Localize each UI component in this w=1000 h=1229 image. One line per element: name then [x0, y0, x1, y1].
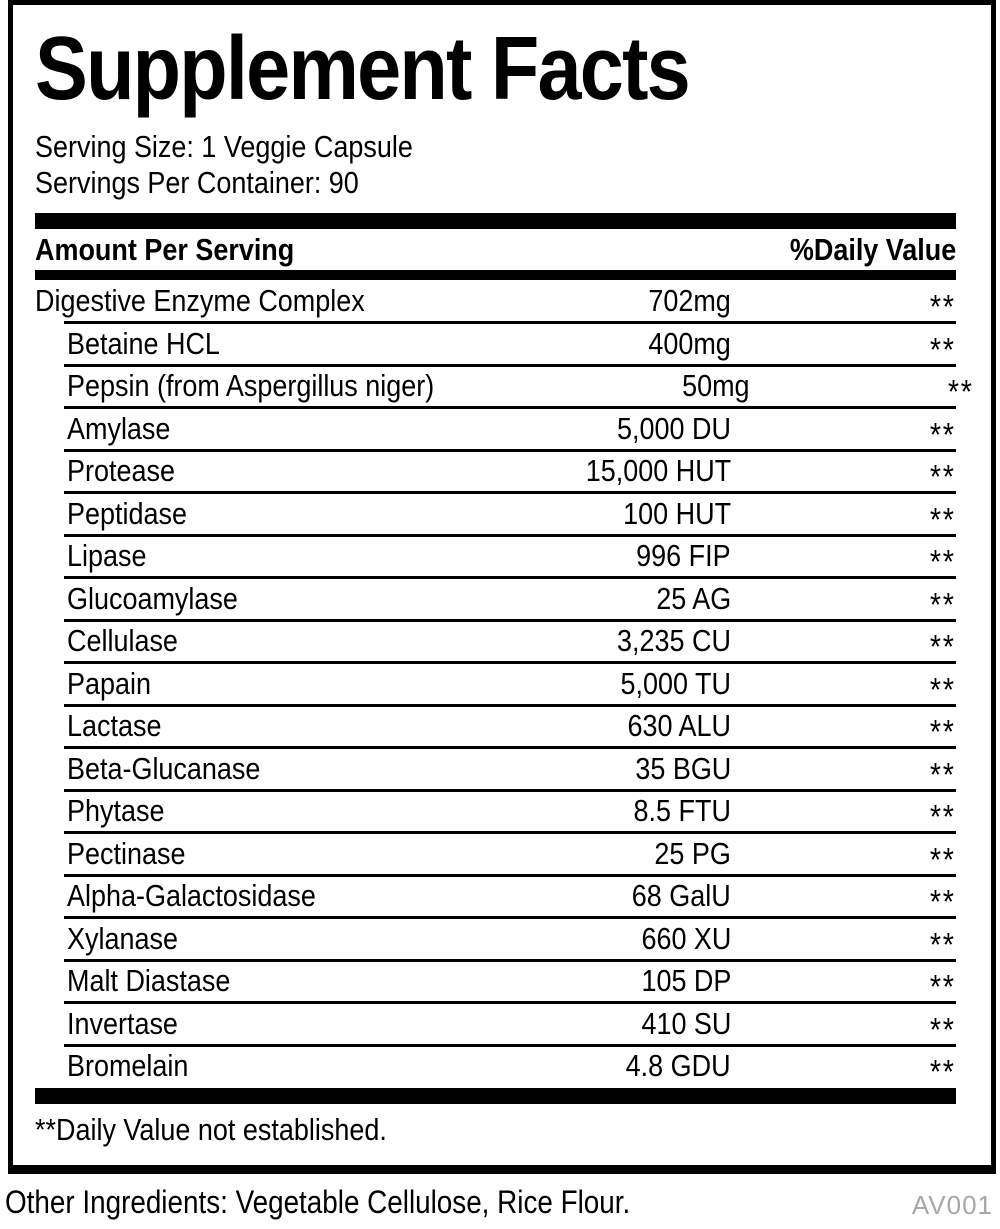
table-row: Peptidase 100 HUT ** — [35, 493, 956, 538]
servings-per-container-line: Servings Per Container: 90 — [35, 165, 359, 201]
ingredient-amount: 4.8 GDU — [626, 1048, 731, 1084]
ingredient-amount: 660 XU — [641, 920, 731, 956]
ingredient-name: Protease — [67, 453, 175, 489]
ingredient-name: Digestive Enzyme Complex — [35, 283, 365, 319]
ingredient-name: Glucoamylase — [67, 580, 238, 616]
ingredient-name: Bromelain — [67, 1048, 189, 1084]
footer: Other Ingredients: Vegetable Cellulose, … — [0, 1184, 1000, 1221]
ingredient-table: Digestive Enzyme Complex 702mg ** Betaine H… — [35, 280, 972, 1091]
ingredient-amount: 15,000 HUT — [585, 453, 731, 489]
ingredient-dv: ** — [930, 500, 956, 538]
ingredient-dv: ** — [930, 1053, 956, 1091]
table-row: Lipase 996 FIP ** — [35, 535, 956, 581]
ingredient-amount: 100 HUT — [623, 495, 731, 531]
daily-value-footnote: **Daily Value not established. — [35, 1111, 387, 1147]
ingredient-dv: ** — [930, 628, 956, 666]
ingredient-dv: ** — [930, 925, 956, 963]
ingredient-dv: ** — [930, 713, 956, 751]
ingredient-amount: 400mg — [648, 325, 731, 361]
table-row: Beta-Glucanase 35 BGU ** — [35, 748, 956, 793]
ingredient-dv: ** — [930, 883, 956, 921]
ingredient-dv: ** — [930, 458, 956, 496]
ingredient-amount: 8.5 FTU — [633, 793, 731, 829]
table-row: Pepsin (from Aspergillus niger) 50mg ** — [35, 365, 972, 410]
ingredient-amount: 410 SU — [641, 1005, 731, 1041]
ingredient-amount: 996 FIP — [636, 538, 731, 574]
ingredient-dv: ** — [930, 670, 956, 708]
daily-value-header: %Daily Value — [789, 231, 956, 267]
table-row: Alpha-Galactosidase 68 GalU ** — [35, 875, 956, 921]
ingredient-dv: ** — [930, 543, 956, 581]
table-row: Xylanase 660 XU ** — [35, 918, 956, 963]
ingredient-dv: ** — [930, 585, 956, 623]
divider-bar-header — [35, 270, 956, 281]
table-row: Bromelain 4.8 GDU ** — [35, 1045, 956, 1091]
ingredient-dv: ** — [930, 415, 956, 453]
ingredient-name: Lipase — [67, 538, 147, 574]
ingredient-amount: 5,000 DU — [617, 410, 731, 446]
ingredient-name: Alpha-Galactosidase — [67, 878, 316, 914]
table-row: Glucoamylase 25 AG ** — [35, 578, 956, 623]
ingredient-amount: 68 GalU — [632, 878, 731, 914]
other-ingredients-text: Other Ingredients: Vegetable Cellulose, … — [5, 1184, 631, 1220]
ingredient-amount: 25 AG — [656, 580, 731, 616]
ingredient-amount: 105 DP — [641, 963, 731, 999]
ingredient-amount: 630 ALU — [627, 708, 731, 744]
serving-size-line: Serving Size: 1 Veggie Capsule — [35, 129, 413, 165]
amount-per-serving-header: Amount Per Serving — [35, 231, 295, 267]
ingredient-name: Cellulase — [67, 623, 178, 659]
ingredient-dv: ** — [930, 330, 956, 368]
divider-bar-bottom — [35, 1087, 956, 1104]
ingredient-name: Amylase — [67, 410, 171, 446]
ingredient-name: Betaine HCL — [67, 325, 220, 361]
table-row: Papain 5,000 TU ** — [35, 663, 956, 708]
ingredient-name: Invertase — [67, 1005, 178, 1041]
table-row: Betaine HCL 400mg ** — [35, 323, 956, 368]
ingredient-name: Phytase — [67, 793, 165, 829]
page-title: Supplement Facts — [35, 19, 691, 119]
ingredient-name: Beta-Glucanase — [67, 750, 261, 786]
table-row: Protease 15,000 HUT ** — [35, 450, 956, 496]
ingredient-dv: ** — [948, 373, 975, 411]
product-code: AV001 — [911, 1190, 993, 1220]
table-row: Cellulase 3,235 CU ** — [35, 620, 956, 666]
supplement-facts-panel: Supplement Facts Serving Size: 1 Veggie … — [8, 0, 996, 1174]
table-row: Pectinase 25 PG ** — [35, 833, 956, 878]
ingredient-dv: ** — [930, 755, 956, 793]
divider-bar-top — [35, 213, 956, 230]
table-row: Amylase 5,000 DU ** — [35, 408, 956, 453]
ingredient-amount: 50mg — [681, 368, 750, 404]
ingredient-name: Pectinase — [67, 835, 186, 871]
ingredient-dv: ** — [930, 1010, 956, 1048]
table-header-row: Amount Per Serving %Daily Value — [35, 229, 956, 270]
ingredient-name: Lactase — [67, 708, 162, 744]
ingredient-dv: ** — [930, 288, 956, 326]
ingredient-name: Malt Diastase — [67, 963, 231, 999]
table-row: Digestive Enzyme Complex 702mg ** — [35, 280, 956, 326]
ingredient-dv: ** — [930, 840, 956, 878]
ingredient-name: Pepsin (from Aspergillus niger) — [67, 368, 435, 404]
ingredient-amount: 25 PG — [654, 835, 731, 871]
ingredient-name: Papain — [67, 665, 151, 701]
ingredient-amount: 5,000 TU — [620, 665, 731, 701]
table-row: Malt Diastase 105 DP ** — [35, 960, 956, 1006]
table-row: Invertase 410 SU ** — [35, 1003, 956, 1048]
ingredient-amount: 702mg — [648, 283, 731, 319]
ingredient-name: Peptidase — [67, 495, 187, 531]
table-row: Lactase 630 ALU ** — [35, 705, 956, 751]
ingredient-amount: 3,235 CU — [617, 623, 731, 659]
ingredient-dv: ** — [930, 968, 956, 1006]
ingredient-amount: 35 BGU — [635, 750, 731, 786]
ingredient-dv: ** — [930, 798, 956, 836]
ingredient-name: Xylanase — [67, 920, 178, 956]
table-row: Phytase 8.5 FTU ** — [35, 790, 956, 836]
